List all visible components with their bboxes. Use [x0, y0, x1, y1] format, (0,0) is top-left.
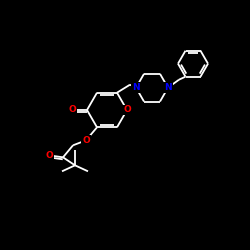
Text: O: O	[123, 106, 131, 114]
Text: O: O	[45, 151, 53, 160]
Text: O: O	[68, 106, 76, 114]
Text: N: N	[164, 83, 172, 92]
Text: N: N	[132, 83, 140, 92]
Text: O: O	[82, 136, 90, 145]
